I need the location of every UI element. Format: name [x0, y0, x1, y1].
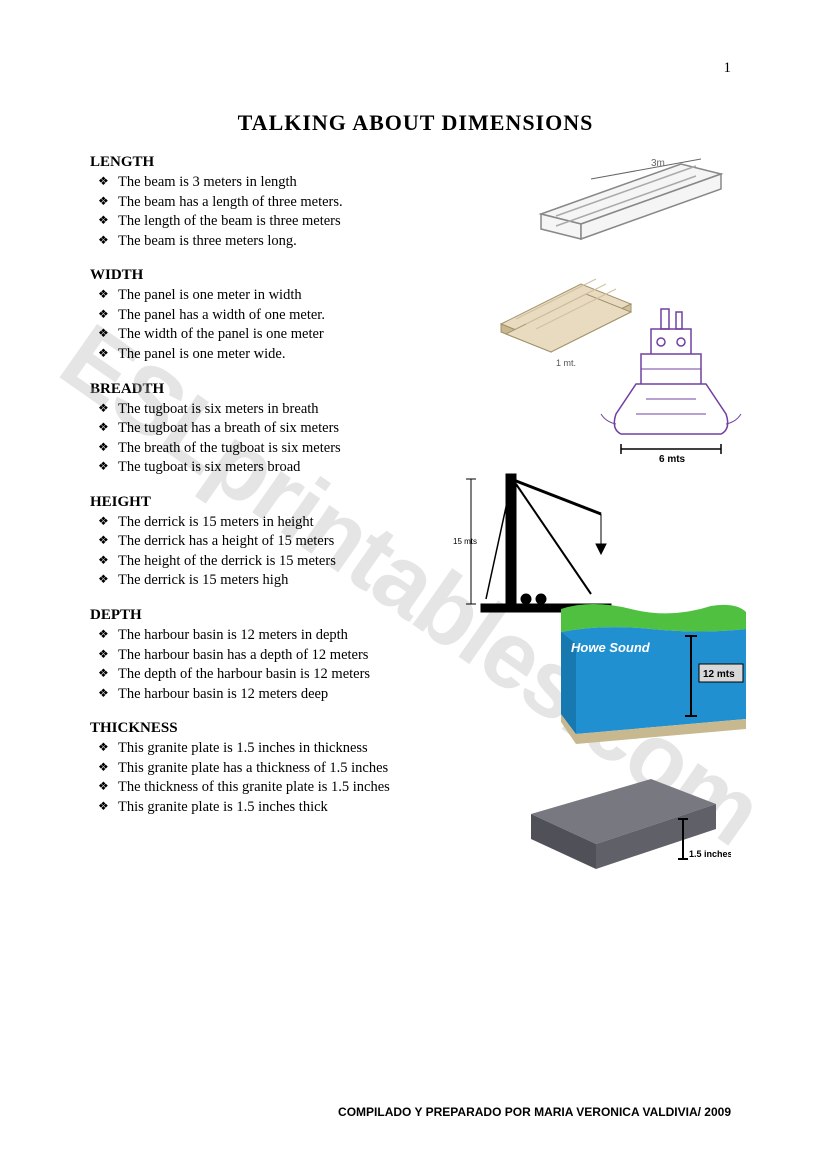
svg-text:Howe Sound: Howe Sound	[571, 640, 651, 655]
bullet-list: This granite plate is 1.5 inches in thic…	[90, 739, 481, 817]
tugboat-illustration: 6 mts	[591, 294, 751, 479]
section-header: WIDTH	[90, 267, 481, 284]
list-item: The panel is one meter in width	[118, 286, 481, 306]
list-item: The harbour basin is 12 meters in depth	[118, 626, 481, 646]
section-header: DEPTH	[90, 607, 481, 624]
svg-text:3m: 3m	[651, 158, 665, 169]
list-item: The depth of the harbour basin is 12 met…	[118, 665, 481, 685]
section-height: HEIGHT The derrick is 15 meters in heigh…	[90, 494, 481, 591]
svg-text:1 mt.: 1 mt.	[556, 358, 576, 368]
section-thickness: THICKNESS This granite plate is 1.5 inch…	[90, 720, 481, 817]
footer-text: COMPILADO Y PREPARADO POR MARIA VERONICA…	[338, 1105, 731, 1119]
section-length: LENGTH The beam is 3 meters in length Th…	[90, 154, 481, 251]
list-item: The tugboat is six meters in breath	[118, 400, 481, 420]
svg-text:1.5 inches: 1.5 inches	[689, 849, 731, 859]
bullet-list: The beam is 3 meters in length The beam …	[90, 173, 481, 251]
list-item: The tugboat has a breath of six meters	[118, 419, 481, 439]
section-breadth: BREADTH The tugboat is six meters in bre…	[90, 381, 481, 478]
svg-text:6 mts: 6 mts	[659, 454, 686, 465]
list-item: The derrick has a height of 15 meters	[118, 532, 481, 552]
page-title: TALKING ABOUT DIMENSIONS	[90, 110, 741, 136]
depth-illustration: Howe Sound 12 mts	[551, 594, 751, 759]
list-item: The harbour basin has a depth of 12 mete…	[118, 646, 481, 666]
list-item: The thickness of this granite plate is 1…	[118, 778, 481, 798]
list-item: This granite plate is 1.5 inches thick	[118, 798, 481, 818]
section-header: LENGTH	[90, 154, 481, 171]
list-item: The harbour basin is 12 meters deep	[118, 685, 481, 705]
image-column: 3m 1 mt.	[491, 154, 741, 834]
list-item: The panel has a width of one meter.	[118, 306, 481, 326]
list-item: The breath of the tugboat is six meters	[118, 439, 481, 459]
section-width: WIDTH The panel is one meter in width Th…	[90, 267, 481, 364]
list-item: The beam has a length of three meters.	[118, 193, 481, 213]
list-item: The derrick is 15 meters in height	[118, 513, 481, 533]
list-item: The derrick is 15 meters high	[118, 571, 481, 591]
svg-text:12 mts: 12 mts	[703, 669, 735, 680]
bullet-list: The tugboat is six meters in breath The …	[90, 400, 481, 478]
list-item: The beam is 3 meters in length	[118, 173, 481, 193]
svg-text:15 mts: 15 mts	[453, 537, 477, 546]
beam-illustration: 3m	[531, 144, 731, 249]
bullet-list: The panel is one meter in width The pane…	[90, 286, 481, 364]
list-item: This granite plate is 1.5 inches in thic…	[118, 739, 481, 759]
text-column: LENGTH The beam is 3 meters in length Th…	[90, 154, 481, 834]
list-item: The length of the beam is three meters	[118, 212, 481, 232]
list-item: The width of the panel is one meter	[118, 325, 481, 345]
content-wrapper: LENGTH The beam is 3 meters in length Th…	[90, 154, 741, 834]
section-header: THICKNESS	[90, 720, 481, 737]
list-item: The height of the derrick is 15 meters	[118, 552, 481, 572]
section-header: BREADTH	[90, 381, 481, 398]
list-item: The tugboat is six meters broad	[118, 458, 481, 478]
section-header: HEIGHT	[90, 494, 481, 511]
list-item: The beam is three meters long.	[118, 232, 481, 252]
list-item: This granite plate has a thickness of 1.…	[118, 759, 481, 779]
granite-illustration: 1.5 inches	[511, 764, 731, 899]
page-number: 1	[724, 60, 732, 77]
bullet-list: The harbour basin is 12 meters in depth …	[90, 626, 481, 704]
section-depth: DEPTH The harbour basin is 12 meters in …	[90, 607, 481, 704]
list-item: The panel is one meter wide.	[118, 345, 481, 365]
bullet-list: The derrick is 15 meters in height The d…	[90, 513, 481, 591]
